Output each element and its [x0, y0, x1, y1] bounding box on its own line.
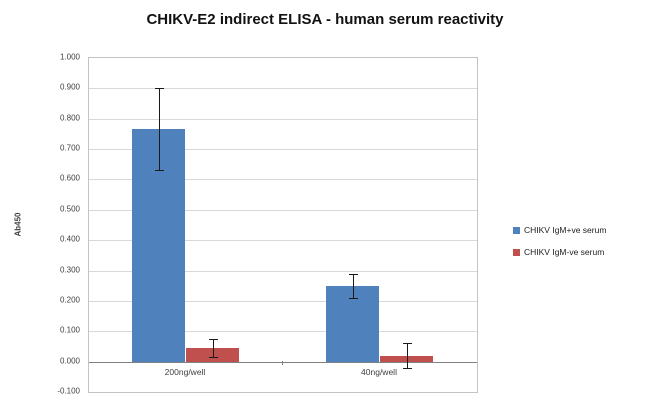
gridline [89, 270, 477, 272]
y-tick-label: 0.600 [59, 173, 80, 183]
gridline [89, 300, 477, 302]
x-axis-line [89, 361, 477, 363]
y-tick-label: 0.400 [59, 234, 80, 244]
bar [132, 129, 185, 362]
y-tick-label: 0.300 [59, 265, 80, 275]
legend-marker-icon [513, 226, 520, 234]
bar [186, 347, 239, 362]
gridline [89, 240, 477, 242]
legend-marker-icon [513, 248, 520, 256]
y-tick-label: 0.800 [59, 113, 80, 123]
error-bar-cap [154, 170, 164, 172]
legend-label: CHIKV IgM-ve serum [524, 247, 605, 257]
y-tick-label: 0.700 [59, 143, 80, 153]
gridline [89, 149, 477, 151]
y-tick-label: 0.100 [59, 325, 80, 335]
gridline [89, 331, 477, 333]
error-bar-cap [208, 357, 218, 359]
y-tick-label: 0.900 [59, 82, 80, 92]
legend-label: CHIKV IgM+ve serum [524, 225, 607, 235]
error-bar-cap [348, 297, 358, 299]
gridline [89, 209, 477, 211]
error-bar-line [407, 343, 408, 368]
y-tick-label: 1.000 [59, 52, 80, 62]
legend-item: CHIKV IgM+ve serum [513, 225, 606, 235]
error-bar-cap [154, 88, 164, 90]
y-axis-ticks: 1.000 0.900 0.800 0.700 0.600 0.500 0.400 0.300… [0, 53, 84, 396]
legend-item: CHIKV IgM-ve serum [513, 247, 606, 257]
error-bar-cap [402, 367, 412, 369]
error-bar-line [353, 273, 354, 298]
error-bar-line [159, 88, 160, 171]
bar [380, 355, 433, 362]
y-tick-label: -0.100 [57, 386, 80, 396]
error-bar-cap [402, 343, 412, 345]
chart-title: CHIKV-E2 indirect ELISA - human serum re… [146, 11, 504, 28]
y-tick-label: 0.200 [59, 295, 80, 305]
error-bar-line [213, 338, 214, 358]
y-tick-label: 0.500 [59, 204, 80, 214]
error-bar-cap [208, 338, 218, 340]
legend: CHIKV IgM+ve serum CHIKV IgM-ve serum [513, 225, 606, 257]
y-tick-label: 0.000 [59, 356, 80, 366]
gridline [89, 179, 477, 181]
gridline [89, 118, 477, 120]
gridline [89, 88, 477, 90]
error-bar-cap [348, 273, 358, 275]
plot-area [88, 57, 478, 393]
